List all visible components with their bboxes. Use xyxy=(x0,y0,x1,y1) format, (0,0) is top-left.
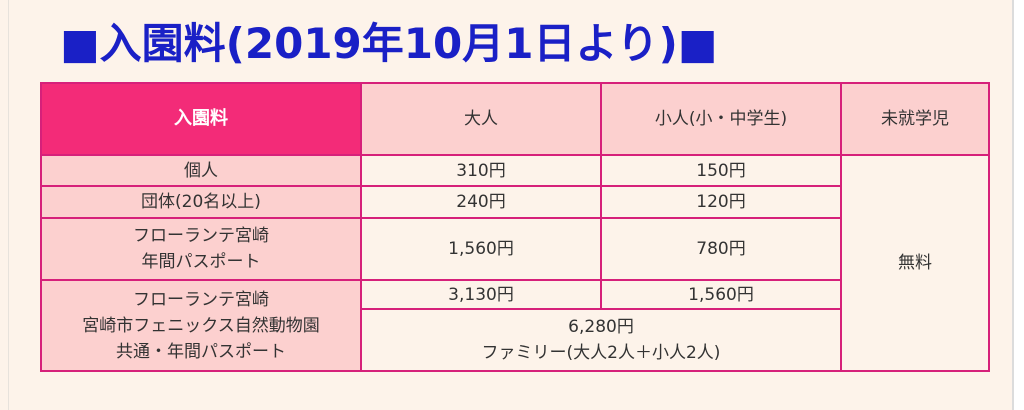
admission-fee-table: 入園料 大人 小人(小・中学生) 未就学児 個人 310円 150円 無料 団体… xyxy=(40,82,990,372)
price-adult-annual-pass: 1,560円 xyxy=(360,217,602,281)
price-child-annual-pass: 780円 xyxy=(600,217,842,281)
row-label-individual: 個人 xyxy=(40,154,362,187)
page-title: ■入園料(2019年10月1日より)■ xyxy=(60,19,718,68)
header-preschool: 未就学児 xyxy=(840,82,990,156)
row-label-annual-pass: フローランテ宮崎 年間パスポート xyxy=(40,217,362,281)
table-row: 6,280円 ファミリー(大人2人＋小人2人) xyxy=(41,308,989,372)
row-label-line: フローランテ宮崎 xyxy=(133,289,269,310)
header-adult: 大人 xyxy=(360,82,602,156)
price-adult-group: 240円 xyxy=(360,185,602,219)
table-row: フローランテ宮崎 宮崎市フェニックス自然動物園 共通・年間パスポート 3,130… xyxy=(40,279,989,372)
price-child-group: 120円 xyxy=(600,185,842,219)
table-row: フローランテ宮崎 年間パスポート 1,560円 780円 xyxy=(40,217,989,281)
header-child: 小人(小・中学生) xyxy=(600,82,842,156)
row-label-line: フローランテ宮崎 xyxy=(133,226,269,246)
left-edge-line xyxy=(8,0,9,410)
price-child-common-pass: 1,560円 xyxy=(600,279,842,310)
price-adult-individual: 310円 xyxy=(360,154,602,187)
row-label-line: 共通・年間パスポート xyxy=(116,341,286,362)
row-label-common-pass: フローランテ宮崎 宮崎市フェニックス自然動物園 共通・年間パスポート xyxy=(40,279,362,372)
header-fee-type: 入園料 xyxy=(40,82,362,156)
table-row: 個人 310円 150円 無料 xyxy=(40,154,990,372)
price-child-individual: 150円 xyxy=(600,154,842,187)
row-label-group: 団体(20名以上) xyxy=(40,185,362,219)
family-pass-cell: 6,280円 ファミリー(大人2人＋小人2人) xyxy=(360,308,842,372)
header-row: 入園料 大人 小人(小・中学生) 未就学児 xyxy=(40,82,990,156)
family-price: 6,280円 xyxy=(568,317,634,337)
price-adult-common-pass: 3,130円 xyxy=(360,279,602,310)
preschool-price: 無料 xyxy=(840,154,990,372)
family-note: ファミリー(大人2人＋小人2人) xyxy=(481,343,721,363)
row-label-line: 宮崎市フェニックス自然動物園 xyxy=(82,315,320,336)
row-label-line: 年間パスポート xyxy=(141,252,261,272)
table-row: 団体(20名以上) 240円 120円 xyxy=(40,185,989,219)
